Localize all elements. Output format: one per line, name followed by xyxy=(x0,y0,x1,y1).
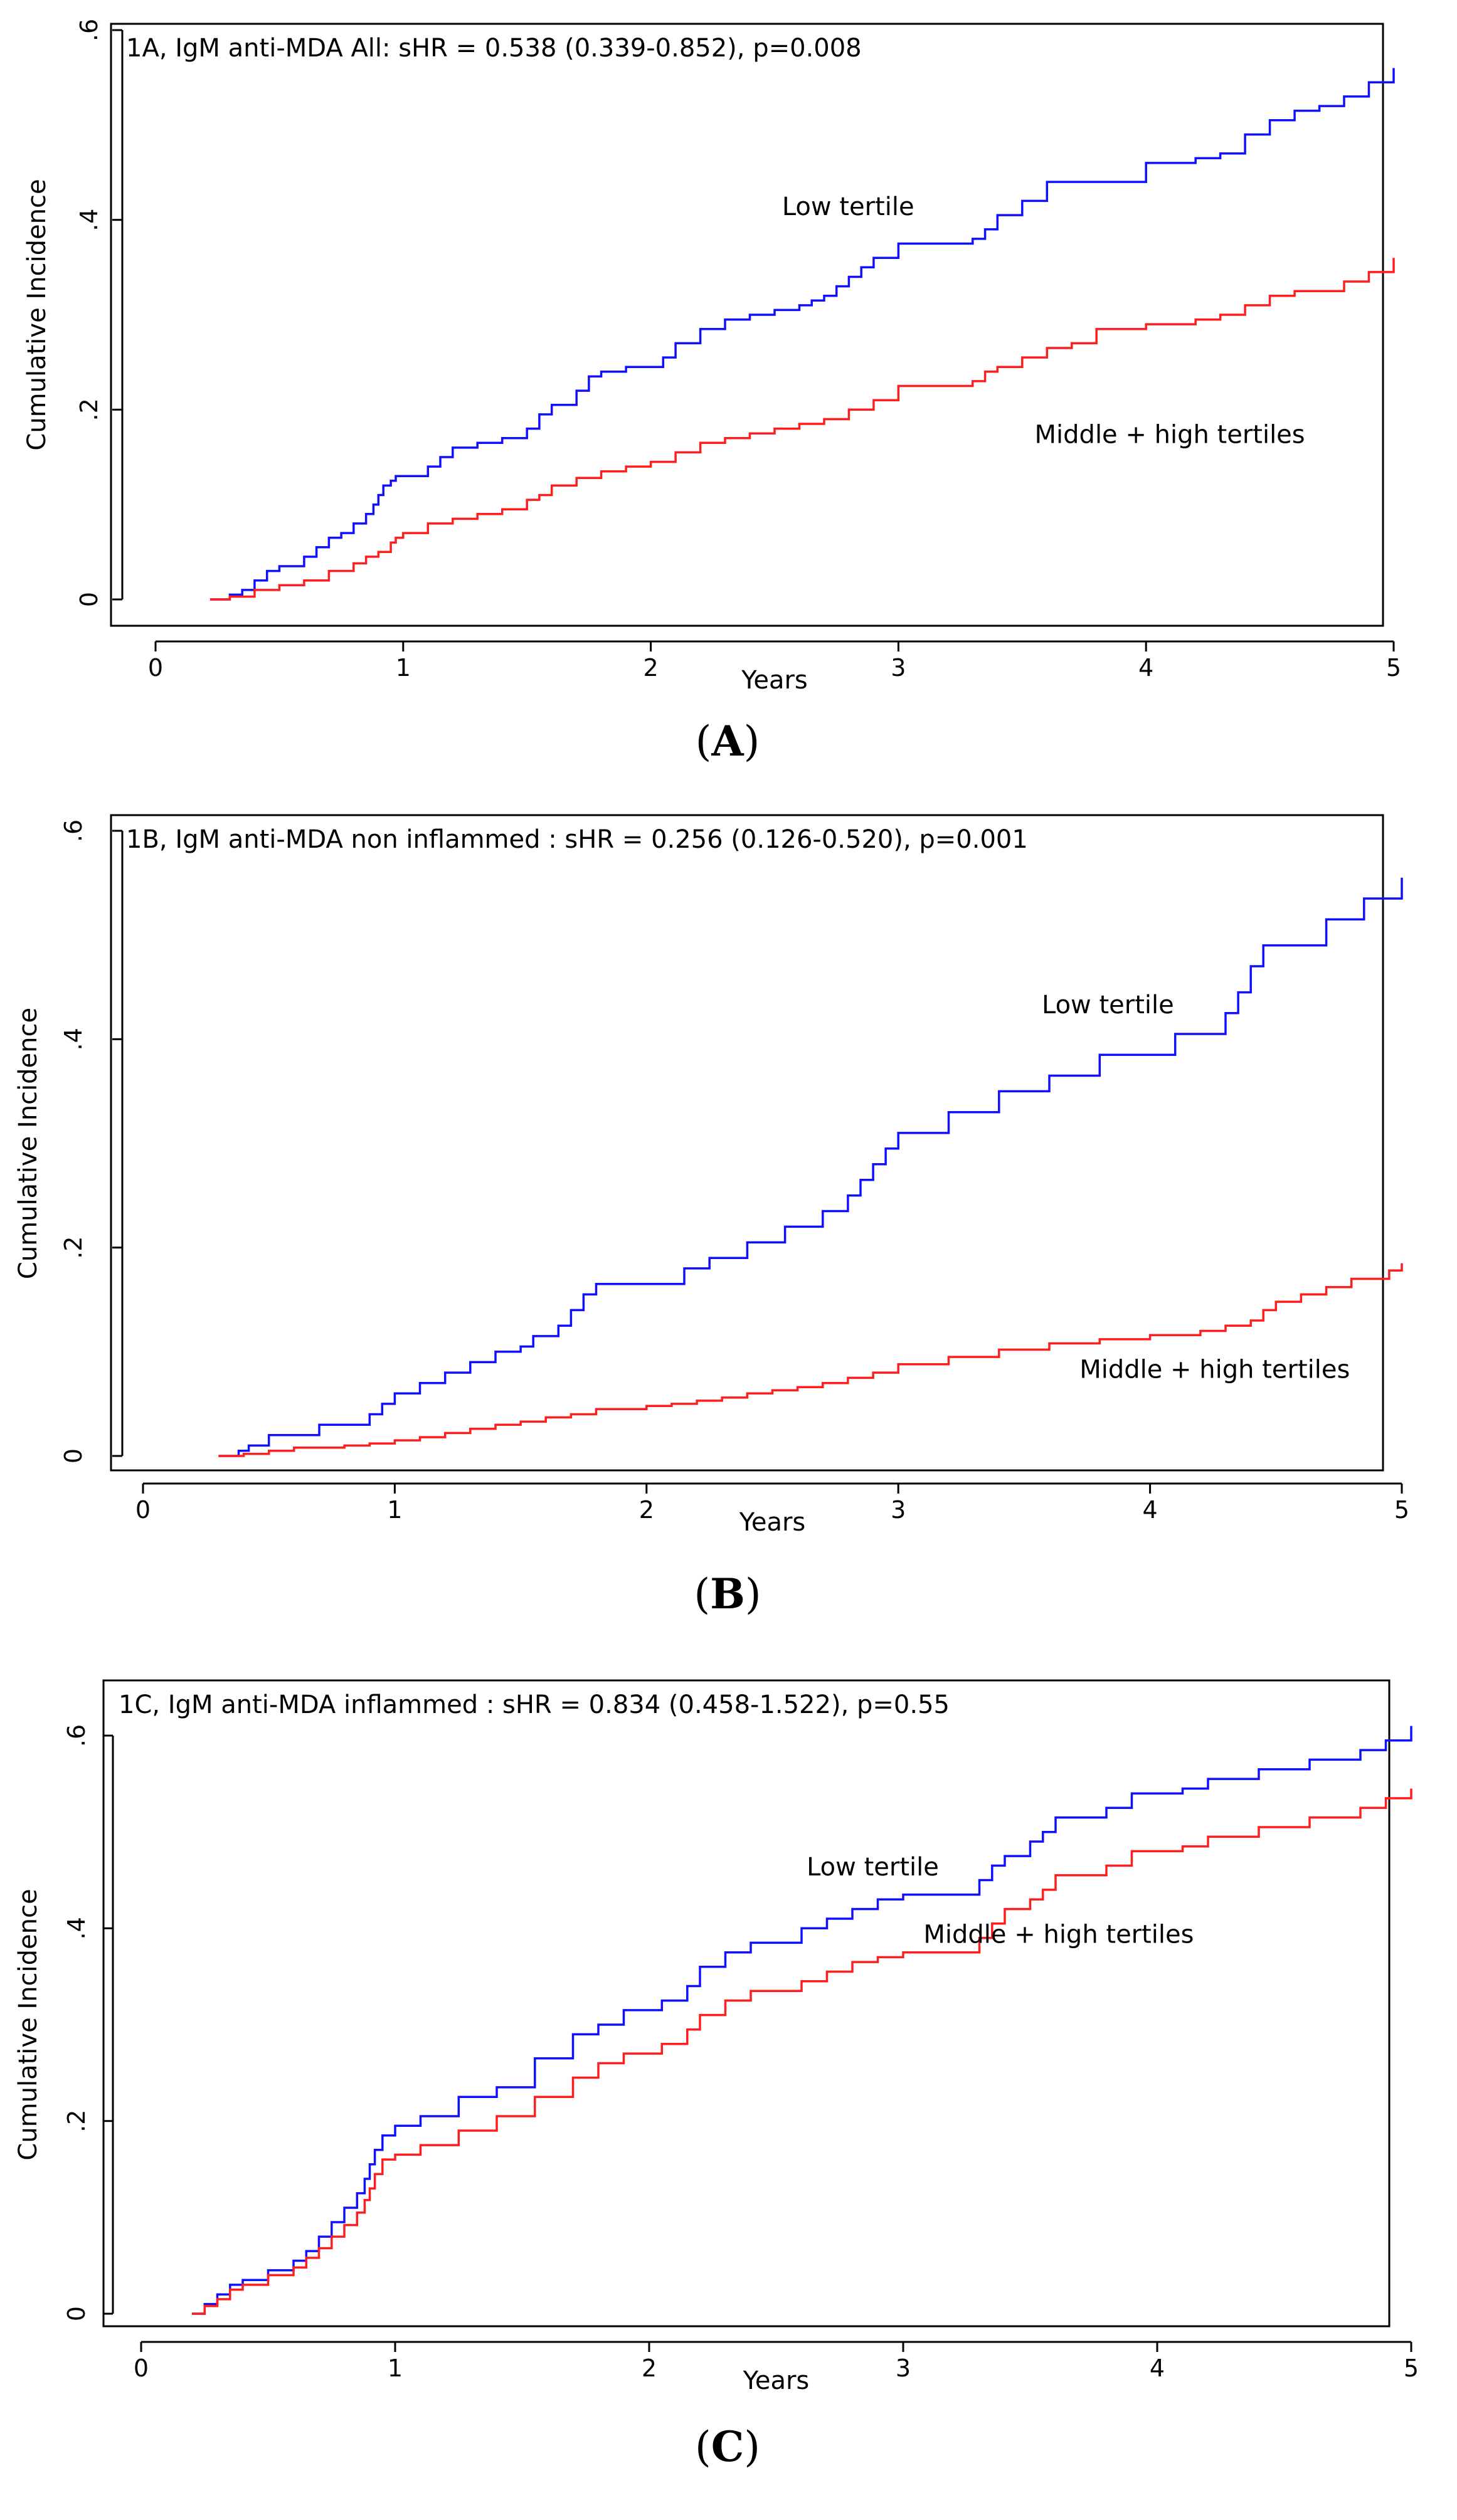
x-axis-title: Years xyxy=(739,1508,806,1537)
series-label-low-tertile: Low tertile xyxy=(782,192,914,221)
caption-letter: B xyxy=(710,1569,745,1618)
x-tick-label: 1 xyxy=(396,654,411,682)
y-tick-label: .2 xyxy=(63,2110,90,2133)
caption-open-paren: ( xyxy=(695,2423,711,2471)
y-tick-label: .6 xyxy=(63,1724,90,1747)
panel-caption: (B) xyxy=(694,1569,761,1618)
y-axis-title: Cumulative Incidence xyxy=(23,179,51,450)
y-tick-label: .2 xyxy=(75,398,103,421)
y-tick-label: .6 xyxy=(75,19,103,41)
caption-close-paren: ) xyxy=(745,1570,761,1618)
caption-close-paren: ) xyxy=(744,2423,760,2471)
y-tick-label: .2 xyxy=(60,1236,87,1259)
panel-title: 1C, IgM anti-MDA inflammed : sHR = 0.834… xyxy=(119,1690,950,1719)
series-line-middle-high-tertiles xyxy=(218,1263,1403,1457)
series-label-middle-high-tertiles: Middle + high tertiles xyxy=(923,1920,1194,1949)
chart-panel-b: 0 .2 .4 .6 0 1 2 3 4 5 Years Cumulative Incidence 1B… xyxy=(14,814,1409,1618)
caption-open-paren: ( xyxy=(696,717,712,766)
series-line-low-tertile xyxy=(209,68,1395,601)
caption-letter: C xyxy=(711,2422,744,2471)
series-label-middle-high-tertiles: Middle + high tertiles xyxy=(1035,420,1305,449)
x-tick-label: 5 xyxy=(1394,1496,1409,1524)
series-line-low-tertile xyxy=(218,877,1403,1457)
y-axis-title: Cumulative Incidence xyxy=(14,1008,43,1279)
x-tick-label: 5 xyxy=(1386,654,1401,682)
y-tick-label: 0 xyxy=(63,2306,90,2321)
y-tick-label: .6 xyxy=(60,820,87,842)
y-axis-title: Cumulative Incidence xyxy=(14,1889,43,2160)
x-tick-label: 2 xyxy=(642,2354,657,2382)
x-tick-label: 3 xyxy=(896,2354,911,2382)
series-label-low-tertile: Low tertile xyxy=(807,1853,939,1882)
plot-frame xyxy=(110,23,1384,627)
series-line-middle-high-tertiles xyxy=(192,1788,1412,2315)
x-tick-label: 4 xyxy=(1138,654,1153,682)
x-tick-label: 1 xyxy=(387,1496,402,1524)
x-axis-title: Years xyxy=(743,2366,810,2395)
x-tick-label: 0 xyxy=(134,2354,149,2382)
panel-caption: (C) xyxy=(695,2422,760,2471)
x-tick-label: 0 xyxy=(148,654,163,682)
plot-frame xyxy=(110,814,1384,1472)
y-tick-label: 0 xyxy=(75,592,103,607)
x-tick-label: 2 xyxy=(644,654,659,682)
series-line-middle-high-tertiles xyxy=(209,258,1395,601)
panel-title: 1B, IgM anti-MDA non inflammed : sHR = 0… xyxy=(126,825,1028,854)
x-tick-label: 3 xyxy=(891,654,906,682)
x-tick-label: 0 xyxy=(135,1496,151,1524)
chart-panel-a: 0 .2 .4 .6 0 1 2 3 4 5 Years Cumulative Incidence 1A… xyxy=(23,19,1401,766)
plot-frame xyxy=(102,1679,1391,2328)
caption-letter: A xyxy=(711,717,744,766)
series-label-middle-high-tertiles: Middle + high tertiles xyxy=(1079,1355,1350,1384)
panel-caption: (A) xyxy=(696,717,760,766)
x-tick-label: 5 xyxy=(1404,2354,1419,2382)
y-tick-label: 0 xyxy=(60,1448,87,1463)
panel-title: 1A, IgM anti-MDA All: sHR = 0.538 (0.339… xyxy=(126,34,862,63)
caption-open-paren: ( xyxy=(694,1570,710,1618)
y-tick-label: .4 xyxy=(60,1028,87,1050)
series-label-low-tertile: Low tertile xyxy=(1042,991,1174,1020)
chart-panel-c: 0 .2 .4 .6 0 1 2 3 4 5 Years Cumulative Incidence 1C… xyxy=(14,1679,1419,2471)
x-axis-title: Years xyxy=(741,666,808,695)
x-tick-label: 1 xyxy=(388,2354,403,2382)
y-tick-label: .4 xyxy=(75,209,103,231)
x-tick-label: 4 xyxy=(1143,1496,1158,1524)
caption-close-paren: ) xyxy=(744,717,760,766)
x-tick-label: 3 xyxy=(891,1496,906,1524)
x-tick-label: 2 xyxy=(639,1496,654,1524)
series-line-low-tertile xyxy=(192,1726,1412,2315)
x-tick-label: 4 xyxy=(1150,2354,1165,2382)
y-tick-label: .4 xyxy=(63,1917,90,1939)
